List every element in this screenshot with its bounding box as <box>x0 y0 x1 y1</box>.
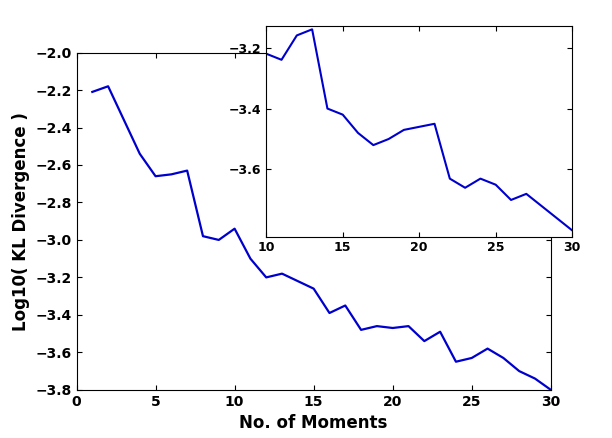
Y-axis label: Log10( KL Divergence ): Log10( KL Divergence ) <box>12 112 30 331</box>
X-axis label: No. of Moments: No. of Moments <box>239 414 388 432</box>
